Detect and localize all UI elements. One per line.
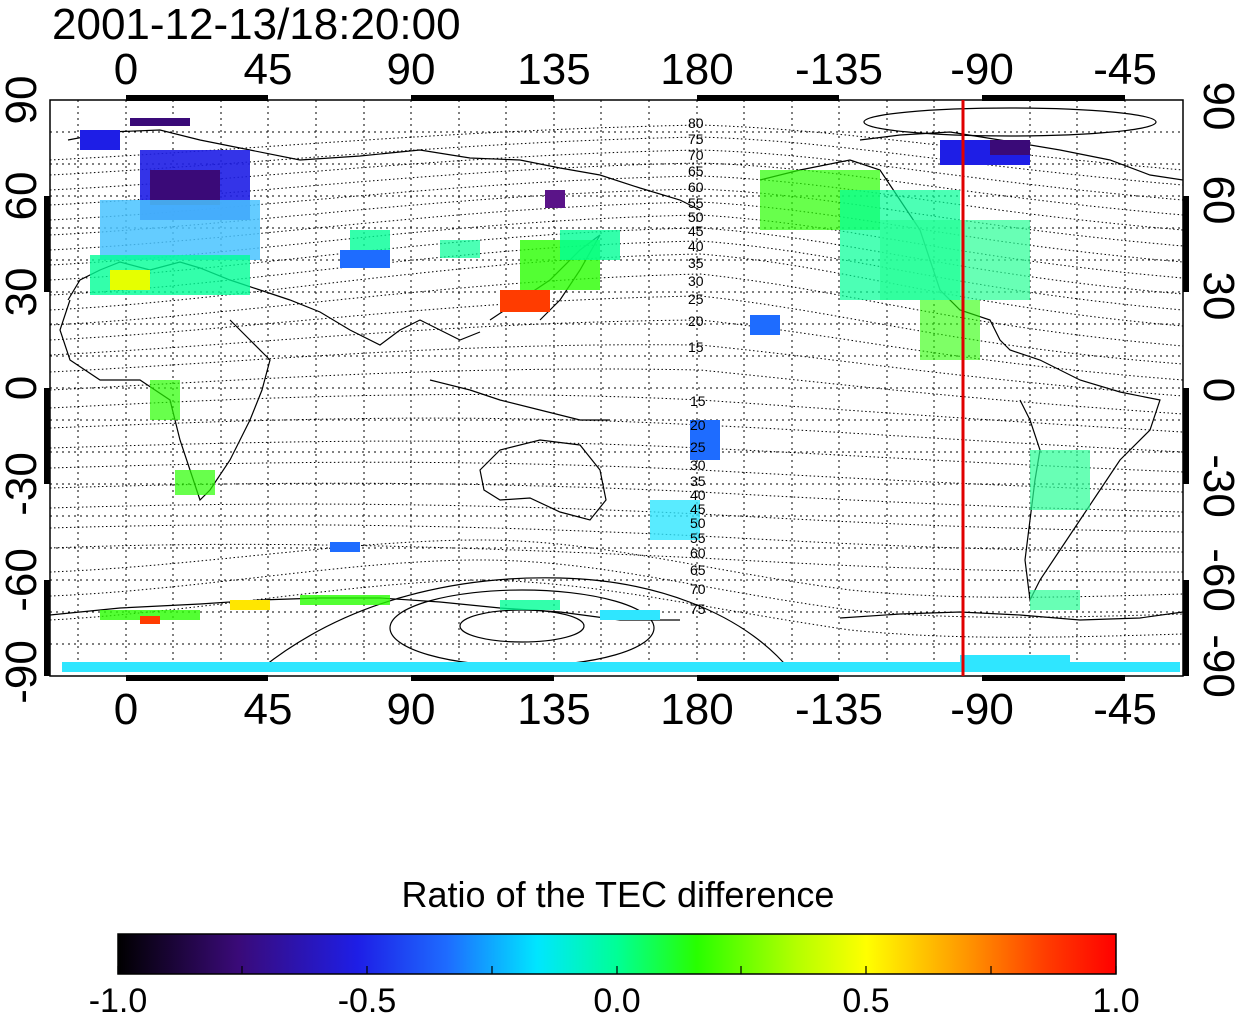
contour-labels-north: 80 75 70 65 60 55 50 45 40 35 30 25 20 1… [688, 115, 704, 355]
contour-label: 20 [688, 313, 704, 329]
bottom-lon-tick-label: 135 [517, 685, 591, 734]
colorbar-tick-label: -0.5 [337, 982, 397, 1020]
bottom-lon-tick-label: 180 [660, 685, 734, 734]
contour-label: 75 [690, 601, 706, 617]
top-lon-tick-label: 180 [660, 45, 734, 94]
contour-label: 40 [688, 238, 704, 254]
bottom-lon-tick-label: 90 [386, 685, 436, 734]
contour-label: 75 [688, 131, 704, 147]
top-lon-tick-label: 90 [386, 45, 436, 94]
colorbar-tick-label: -1.0 [88, 982, 148, 1020]
bottom-lon-tick-label: 45 [243, 685, 293, 734]
contour-label: 30 [688, 273, 704, 289]
contour-labels-south: 15 20 25 30 35 40 45 50 55 60 65 70 75 [690, 393, 706, 617]
contour-label: 65 [690, 562, 706, 578]
contour-label: 45 [690, 501, 706, 517]
contour-label: 15 [688, 339, 704, 355]
axis-tick-bars [44, 95, 1189, 681]
contour-label: 80 [688, 115, 704, 131]
colorbar-ticks [117, 966, 1117, 974]
tec-data-patches [62, 118, 1180, 672]
contour-label: 35 [690, 473, 706, 489]
contour-label: 55 [690, 530, 706, 546]
top-lon-tick-label: -135 [794, 45, 884, 94]
contour-label: 50 [688, 209, 704, 225]
colorbar-tick-label: 0.0 [593, 982, 641, 1020]
contour-label: 60 [688, 179, 704, 195]
colorbar-title: Ratio of the TEC difference [401, 874, 835, 915]
bottom-lon-tick-label: 0 [113, 685, 139, 734]
contour-label: 25 [690, 439, 706, 455]
contour-label: 30 [690, 457, 706, 473]
contour-label: 45 [688, 223, 704, 239]
top-lon-tick-label: 135 [517, 45, 591, 94]
top-lon-tick-label: -90 [950, 45, 1014, 94]
bottom-lon-tick-label: -90 [950, 685, 1014, 734]
top-lon-tick-label: 45 [243, 45, 293, 94]
contour-label: 60 [690, 545, 706, 561]
auroral-ellipses [261, 107, 1157, 671]
contour-label: 70 [688, 147, 704, 163]
map-title: 2001-12-13/18:20:00 [52, 0, 461, 49]
bottom-lon-tick-label: -45 [1093, 685, 1157, 734]
bottom-lon-tick-label: -135 [794, 685, 884, 734]
colorbar-tick-label: 0.5 [842, 982, 890, 1020]
contour-label: 50 [690, 515, 706, 531]
contour-label: 70 [690, 581, 706, 597]
top-lon-tick-label: -45 [1093, 45, 1157, 94]
contour-label: 25 [688, 291, 704, 307]
contour-label: 15 [690, 393, 706, 409]
contour-label: 40 [690, 487, 706, 503]
contour-label: 65 [688, 163, 704, 179]
contour-label: 35 [688, 255, 704, 271]
contour-label: 20 [690, 417, 706, 433]
colorbar-tick-label: 1.0 [1092, 982, 1140, 1020]
top-lon-tick-label: 0 [113, 45, 139, 94]
contour-label: 55 [688, 195, 704, 211]
